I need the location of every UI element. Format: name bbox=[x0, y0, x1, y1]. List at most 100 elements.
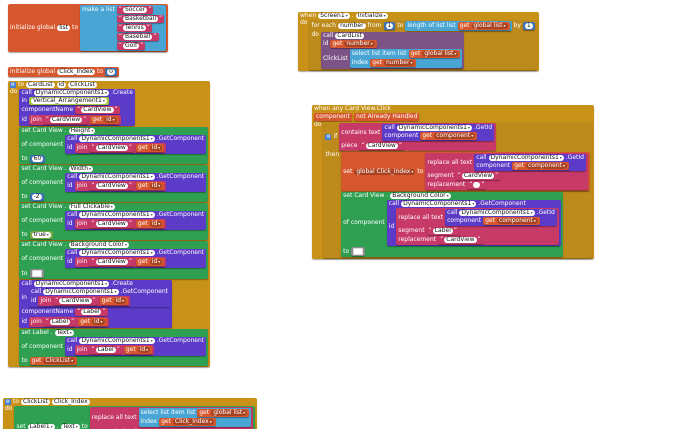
get-id[interactable]: get id ▾ bbox=[135, 144, 165, 152]
call-getcomponent[interactable]: call DynamicComponents1 ▾ .GetComponent id re… bbox=[386, 200, 561, 246]
text-label[interactable]: “Label” bbox=[43, 318, 77, 326]
get-id[interactable]: get id ▾ bbox=[135, 220, 165, 228]
dropdown-field[interactable]: DynamicComponents1 ▾ bbox=[79, 174, 155, 180]
call-getcomponent[interactable]: call DynamicComponents1 ▾ .GetComponent id jo… bbox=[65, 173, 207, 192]
select-list-item[interactable]: select list item list get global list ▾ inde… bbox=[138, 408, 252, 427]
variable-dropdown[interactable]: id ▾ bbox=[149, 183, 163, 189]
join-text[interactable]: join “CardView” get id ▾ bbox=[28, 115, 121, 125]
variable-dropdown[interactable]: number ▾ bbox=[344, 41, 375, 47]
variable-dropdown[interactable]: Click_Index ▾ bbox=[172, 419, 214, 425]
dropdown-field[interactable]: 1 bbox=[524, 23, 533, 29]
number-1[interactable]: 1 bbox=[383, 22, 396, 30]
string-input[interactable]: CardView bbox=[365, 143, 398, 149]
text-label[interactable]: “Label” bbox=[75, 308, 108, 316]
string-input[interactable]: Label bbox=[95, 347, 116, 353]
to-cardlist-procedure[interactable]: ⚙ to CardList id ClickList do call DynamicCompo… bbox=[8, 81, 211, 367]
component-vertical-arrangement1[interactable]: Vertical_Arrangement1 ▾ bbox=[28, 97, 109, 105]
get-id[interactable]: get id ▾ bbox=[78, 318, 107, 326]
text-item[interactable]: “Baseball” bbox=[116, 33, 159, 41]
variable-dropdown[interactable]: global list ▾ bbox=[211, 410, 248, 416]
string-input[interactable]: CardView bbox=[444, 237, 477, 243]
string-input[interactable]: Baseball bbox=[122, 34, 153, 40]
join-text[interactable]: join “Label” get id ▾ bbox=[74, 345, 155, 355]
get-component[interactable]: get component ▾ bbox=[483, 217, 540, 225]
dropdown-field[interactable]: DynamicComponents1 ▾ bbox=[79, 212, 155, 218]
dropdown-field[interactable]: Text ▾ bbox=[54, 330, 74, 336]
set-cardview-full-clickable[interactable]: set Card View . Full Clickable ▾ of compone… bbox=[19, 203, 209, 240]
join-text[interactable]: join “CardView” get id ▾ bbox=[38, 296, 131, 306]
dropdown-field[interactable]: Background Color ▾ bbox=[390, 193, 451, 199]
set-cardview-width[interactable]: set Card View . Width ▾ of component call Dyn… bbox=[19, 165, 209, 202]
dropdown-field[interactable]: ClickList bbox=[21, 399, 50, 405]
dropdown-field[interactable]: Width ▾ bbox=[68, 166, 94, 172]
variable-dropdown[interactable]: id ▾ bbox=[137, 347, 151, 353]
string-input[interactable]: Label bbox=[81, 309, 102, 315]
dropdown-field[interactable]: DynamicComponents1 ▾ bbox=[401, 201, 477, 207]
dropdown-field[interactable]: true ▾ bbox=[31, 232, 51, 238]
call-getid[interactable]: call DynamicComponents1 ▾ .GetId component ge… bbox=[382, 124, 495, 141]
dropdown-field[interactable]: Label1 ▾ bbox=[27, 423, 55, 429]
call-create-cardview[interactable]: call DynamicComponents1 ▾ .Create in Vertical… bbox=[19, 89, 135, 126]
get-id[interactable]: get id ▾ bbox=[123, 346, 153, 354]
text-empty[interactable]: “” bbox=[467, 181, 487, 189]
if-block[interactable]: ⚙ if contains text call DynamicComponents1 ▾.… bbox=[323, 122, 592, 258]
call-getcomponent[interactable]: call DynamicComponents1 ▾ .GetComponent id jo… bbox=[65, 249, 207, 268]
dropdown-field[interactable]: Text ▾ bbox=[60, 423, 80, 429]
get-click-index[interactable]: get Click_Index ▾ bbox=[159, 418, 216, 426]
variable-dropdown[interactable]: component ▾ bbox=[526, 163, 568, 169]
join-text[interactable]: join “CardView” get id ▾ bbox=[74, 143, 167, 153]
string-input[interactable]: Golf bbox=[122, 43, 140, 49]
set-cardview-background-color[interactable]: set Card View . Background Color ▾ of compo… bbox=[19, 241, 209, 279]
join-text[interactable]: join “CardView” get id ▾ bbox=[74, 219, 167, 229]
color-value[interactable] bbox=[351, 247, 366, 256]
join-text[interactable]: join “CardView” get id ▾ bbox=[74, 257, 167, 267]
color-swatch[interactable] bbox=[31, 270, 42, 277]
call-getcomponent[interactable]: call DynamicComponents1 ▾ .GetComponent id jo… bbox=[65, 135, 207, 154]
dropdown-field[interactable]: Height ▾ bbox=[68, 128, 96, 134]
text-cardview[interactable]: “CardView” bbox=[359, 142, 404, 150]
variable-dropdown[interactable]: global list ▾ bbox=[422, 51, 459, 57]
dropdown-field[interactable]: DynamicComponents1 ▾ bbox=[79, 250, 155, 256]
join-text[interactable]: join “CardView” get id ▾ bbox=[74, 181, 167, 191]
replace-all-text[interactable]: replace all text select list item list get… bbox=[89, 407, 254, 429]
when-any-cardview-click[interactable]: when any Card View.Click component not Alr… bbox=[312, 105, 594, 259]
string-input[interactable]: CardView bbox=[95, 259, 128, 265]
set-label1-text[interactable]: set Label1 ▾. Text ▾ to replace all text select… bbox=[14, 406, 256, 429]
color-swatch[interactable] bbox=[353, 248, 364, 255]
dropdown-field[interactable]: number bbox=[338, 23, 366, 29]
dropdown-field[interactable]: id bbox=[56, 82, 67, 88]
variable-dropdown[interactable]: id ▾ bbox=[149, 259, 163, 265]
string-input[interactable]: Label bbox=[432, 228, 453, 234]
string-input[interactable]: CardView bbox=[95, 221, 128, 227]
variable-dropdown[interactable]: id ▾ bbox=[92, 319, 105, 325]
variable-dropdown[interactable]: id ▾ bbox=[149, 145, 163, 151]
get-component[interactable]: get component ▾ bbox=[420, 132, 478, 140]
string-input[interactable]: CardView bbox=[49, 117, 83, 123]
text-label[interactable]: “Label” bbox=[89, 346, 122, 354]
logic-true[interactable]: true ▾ bbox=[29, 231, 53, 239]
text-cardview[interactable]: “CardView” bbox=[89, 144, 134, 152]
text-cardview[interactable]: “CardView” bbox=[43, 116, 89, 124]
text-cardview[interactable]: “CardView” bbox=[53, 297, 98, 305]
join-text[interactable]: join “Label” get id ▾ bbox=[28, 317, 109, 327]
get-global-list[interactable]: get global list ▾ bbox=[457, 22, 510, 30]
get-number[interactable]: get number ▾ bbox=[370, 59, 417, 67]
select-list-item[interactable]: select list item list get global list ▾ inde… bbox=[349, 49, 463, 68]
variable-dropdown[interactable]: id ▾ bbox=[104, 117, 117, 123]
mutator-gear-icon[interactable]: ⚙ bbox=[10, 82, 16, 88]
dropdown-field[interactable]: Initialize ▾ bbox=[355, 13, 388, 19]
dropdown-field[interactable]: DynamicComponents1 ▾ bbox=[488, 155, 564, 161]
make-a-list[interactable]: make a list“Soccer”make a list“Basketbal… bbox=[80, 5, 167, 51]
number-60[interactable]: 60 bbox=[29, 155, 46, 163]
dropdown-field[interactable]: Full Clickable ▾ bbox=[68, 204, 115, 210]
text-item[interactable]: “Tennis” bbox=[116, 24, 152, 32]
variable-dropdown[interactable]: component ▾ bbox=[434, 133, 476, 139]
dropdown-field[interactable]: DynamicComponents1 ▾ bbox=[459, 210, 535, 216]
set-label-text[interactable]: set Label . Text ▾ of component call DynamicC… bbox=[19, 329, 209, 366]
string-input[interactable]: Basketball bbox=[122, 16, 158, 22]
dropdown-field[interactable]: 60 bbox=[31, 156, 44, 162]
string-input[interactable]: CardView bbox=[95, 145, 128, 151]
call-create-label[interactable]: call DynamicComponents1 ▾ .Create in call Dyna… bbox=[19, 280, 172, 328]
to-clicklist-procedure[interactable]: ⚙ to ClickList Click_Index do set Label1 ▾. Text… bbox=[3, 398, 258, 429]
dropdown-field[interactable]: DynamicComponents1 ▾ bbox=[79, 338, 155, 344]
